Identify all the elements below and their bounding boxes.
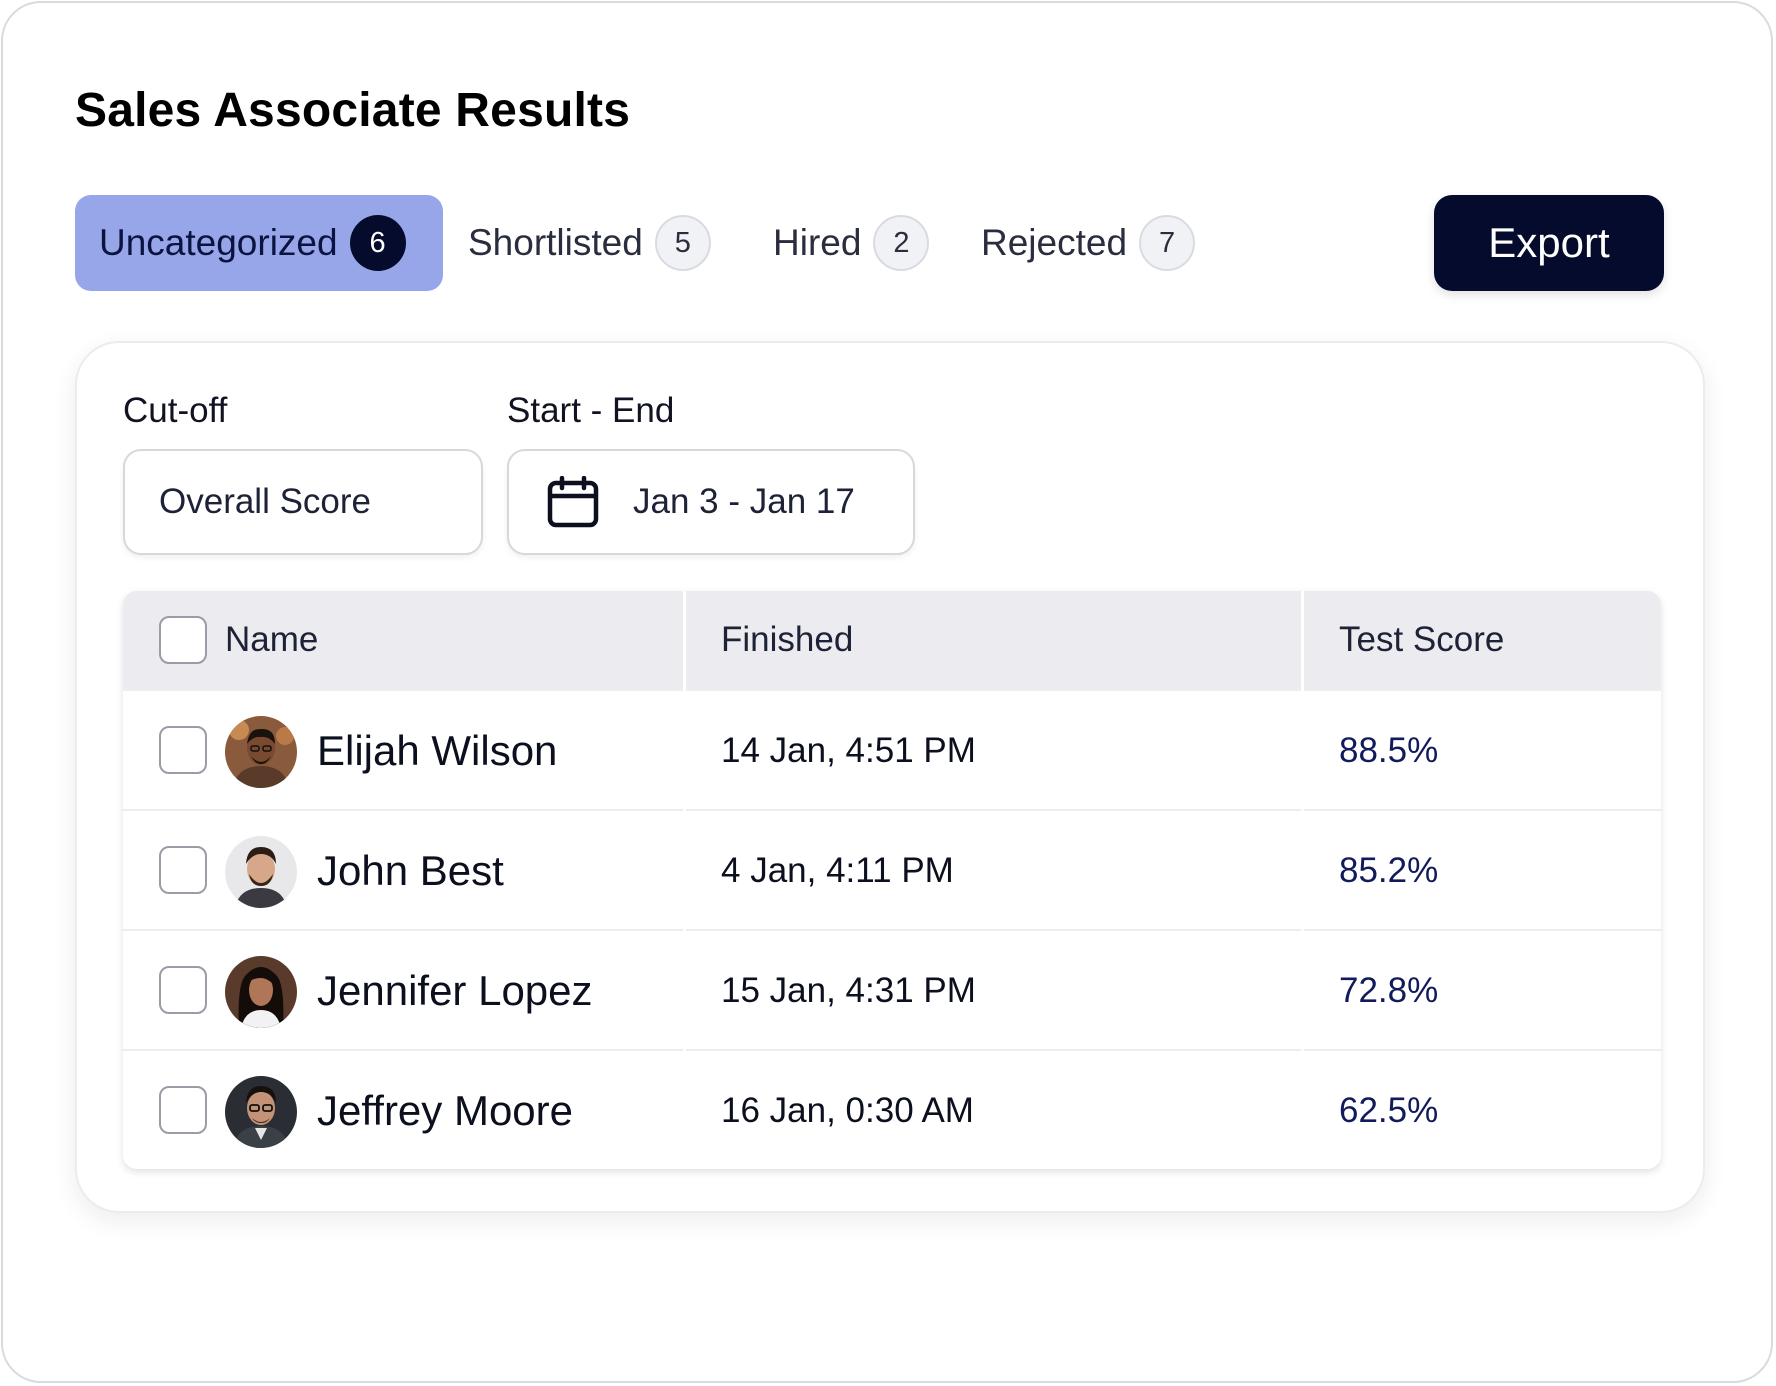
tab-count-badge: 5 <box>654 215 711 271</box>
cutoff-value: Overall Score <box>159 482 372 521</box>
tab-label: Hired <box>773 222 862 263</box>
tab-label: Shortlisted <box>468 222 643 263</box>
results-table: Name Finished Test Score <box>123 591 1661 1169</box>
test-score: 85.2% <box>1339 851 1439 890</box>
table-row[interactable]: Jennifer Lopez 15 Jan, 4:31 PM 72.8% <box>123 929 1661 1049</box>
row-checkbox[interactable] <box>159 966 207 1014</box>
select-all-checkbox[interactable] <box>159 616 207 664</box>
tab-label: Rejected <box>981 222 1128 263</box>
row-checkbox[interactable] <box>159 1086 207 1134</box>
candidate-name[interactable]: Elijah Wilson <box>317 727 558 774</box>
table-row[interactable]: Jeffrey Moore 16 Jan, 0:30 AM 62.5% <box>123 1049 1661 1169</box>
tab-hired[interactable]: Hired 2 <box>773 195 930 291</box>
table-header: Name Finished Test Score <box>123 591 1661 689</box>
column-header-name[interactable]: Name <box>225 620 319 659</box>
row-checkbox[interactable] <box>159 726 207 774</box>
results-card: Cut-off Overall Score Start - End Jan 3 … <box>75 341 1705 1213</box>
tab-count-badge: 7 <box>1139 215 1196 271</box>
finished-time: 16 Jan, 0:30 AM <box>721 1091 974 1130</box>
finished-time: 4 Jan, 4:11 PM <box>721 851 954 890</box>
column-divider <box>1301 591 1304 1169</box>
candidate-name[interactable]: John Best <box>317 847 504 894</box>
candidate-name[interactable]: Jennifer Lopez <box>317 967 593 1014</box>
date-range-value: Jan 3 - Jan 17 <box>633 482 855 521</box>
date-range-picker[interactable]: Jan 3 - Jan 17 <box>507 449 915 555</box>
date-range-label: Start - End <box>507 391 675 430</box>
test-score: 88.5% <box>1339 731 1439 770</box>
tab-shortlisted[interactable]: Shortlisted 5 <box>468 195 711 291</box>
tab-rejected[interactable]: Rejected 7 <box>981 195 1196 291</box>
finished-time: 15 Jan, 4:31 PM <box>721 971 976 1010</box>
avatar <box>225 716 297 788</box>
finished-time: 14 Jan, 4:51 PM <box>721 731 976 770</box>
column-header-finished[interactable]: Finished <box>721 620 854 659</box>
cutoff-label: Cut-off <box>123 391 228 430</box>
tab-label: Uncategorized <box>99 222 338 263</box>
avatar <box>225 1076 297 1148</box>
tab-uncategorized[interactable]: Uncategorized 6 <box>75 195 443 291</box>
tab-count-badge: 2 <box>873 215 930 271</box>
tab-count-badge: 6 <box>349 215 406 271</box>
row-checkbox[interactable] <box>159 846 207 894</box>
column-header-test-score[interactable]: Test Score <box>1339 620 1505 659</box>
cutoff-select[interactable]: Overall Score <box>123 449 483 555</box>
candidate-name[interactable]: Jeffrey Moore <box>317 1087 573 1134</box>
test-score: 72.8% <box>1339 971 1439 1010</box>
table-row[interactable]: Elijah Wilson 14 Jan, 4:51 PM 88.5% <box>123 689 1661 809</box>
table-row[interactable]: John Best 4 Jan, 4:11 PM 85.2% <box>123 809 1661 929</box>
avatar <box>225 836 297 908</box>
avatar <box>225 956 297 1028</box>
calendar-icon <box>547 476 599 528</box>
column-divider <box>683 591 686 1169</box>
page-title: Sales Associate Results <box>75 84 631 137</box>
export-button[interactable]: Export <box>1434 195 1664 291</box>
test-score: 62.5% <box>1339 1091 1439 1130</box>
